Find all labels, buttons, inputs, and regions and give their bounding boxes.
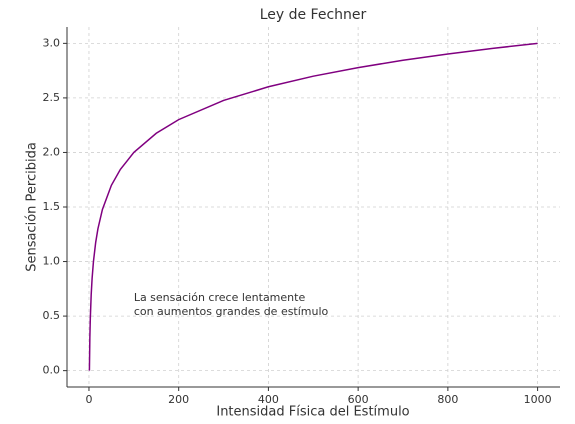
x-tick-label: 200 <box>168 393 189 406</box>
chart-title: Ley de Fechner <box>260 7 367 23</box>
x-axis-label: Intensidad Física del Estímulo <box>216 405 409 420</box>
x-tick-label: 400 <box>258 393 279 406</box>
x-tick-label: 0 <box>85 393 92 406</box>
y-tick-label: 0.5 <box>43 309 61 322</box>
x-tick-label: 600 <box>348 393 369 406</box>
y-tick-label: 3.0 <box>43 36 61 49</box>
x-tick-label: 1000 <box>524 393 552 406</box>
y-tick-label: 2.0 <box>43 145 61 158</box>
annotation: La sensación crece lentamente <box>134 291 306 304</box>
y-axis-label: Sensación Percibida <box>25 142 40 272</box>
y-tick-label: 2.5 <box>43 91 61 104</box>
y-tick-label: 0.0 <box>43 364 61 377</box>
x-tick-label: 800 <box>437 393 458 406</box>
annotation: con aumentos grandes de estímulo <box>134 305 329 318</box>
y-tick-label: 1.0 <box>43 255 61 268</box>
line <box>88 42 538 371</box>
y-tick-label: 1.5 <box>43 200 61 213</box>
